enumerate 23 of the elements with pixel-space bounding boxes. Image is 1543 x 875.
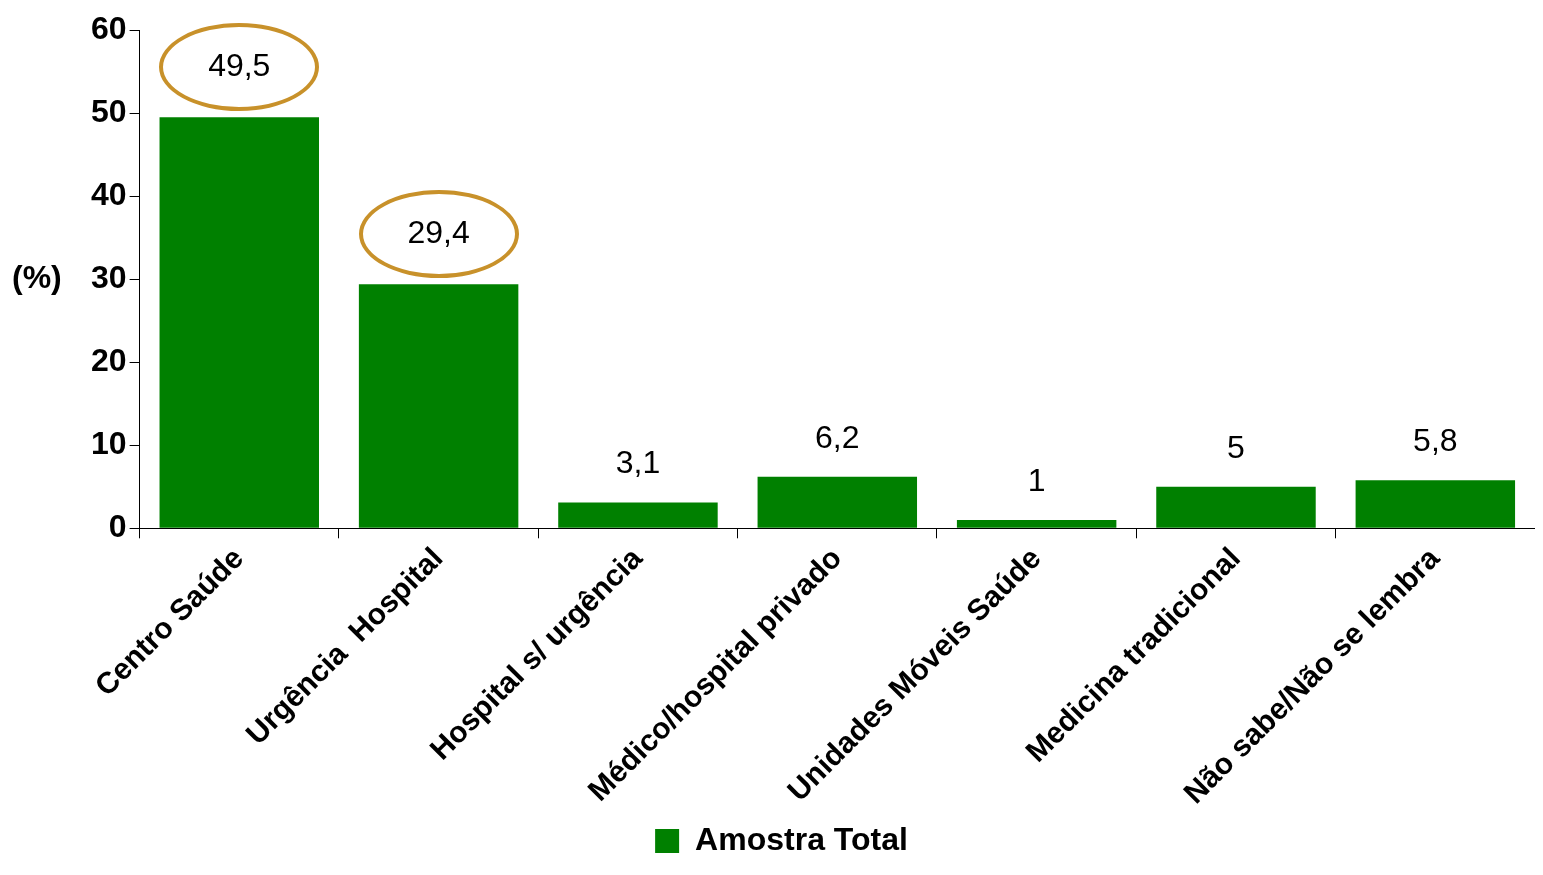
data-label: 1 bbox=[1027, 461, 1046, 498]
y-axis-title: (%) bbox=[12, 259, 62, 296]
data-label: 29,4 bbox=[407, 214, 470, 251]
bar bbox=[757, 476, 918, 528]
data-label: 5 bbox=[1227, 428, 1245, 465]
y-tick-label: 20 bbox=[91, 342, 127, 379]
y-tick-label: 0 bbox=[108, 508, 127, 545]
data-label: 5,8 bbox=[1413, 421, 1458, 458]
y-tick-label: 10 bbox=[91, 425, 127, 462]
legend-label: Amostra Total bbox=[695, 820, 908, 857]
bar bbox=[1156, 486, 1316, 528]
y-tick-label: 60 bbox=[91, 10, 127, 47]
y-tick-label: 30 bbox=[91, 259, 127, 296]
y-tick-label: 40 bbox=[91, 176, 127, 213]
bar bbox=[358, 284, 519, 528]
y-tick-label: 50 bbox=[91, 93, 127, 130]
bar bbox=[159, 117, 319, 528]
data-label: 3,1 bbox=[615, 444, 661, 481]
bar bbox=[558, 502, 718, 528]
data-label: 49,5 bbox=[208, 47, 271, 84]
bar bbox=[1355, 480, 1516, 528]
data-label: 6,2 bbox=[815, 418, 860, 455]
bar bbox=[956, 520, 1117, 528]
